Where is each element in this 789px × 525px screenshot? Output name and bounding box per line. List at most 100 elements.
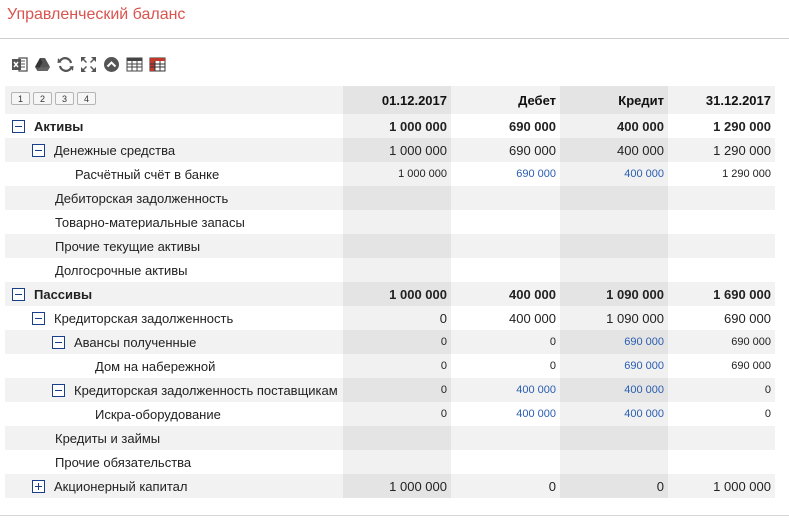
collapse-toggle-icon[interactable]	[52, 383, 65, 397]
cell-debit: 0	[549, 360, 556, 372]
table-row: Искра-оборудование 0 400 000 400 000 0	[5, 402, 775, 426]
cell-end	[668, 426, 775, 450]
cell-credit-link[interactable]: 400 000	[560, 378, 668, 402]
cell-credit-link[interactable]: 400 000	[560, 402, 668, 426]
cell-credit	[560, 234, 668, 258]
cell-debit: 400 000	[509, 286, 556, 302]
column-header-debit: Дебет	[518, 92, 556, 108]
level-2-button[interactable]: 2	[33, 92, 52, 105]
cell-start	[343, 450, 451, 474]
cell-credit	[560, 210, 668, 234]
cell-end	[668, 210, 775, 234]
table-row: Акционерный капитал 1 000 000 0 0 1 000 …	[5, 474, 775, 498]
cell-start: 0	[343, 354, 451, 378]
row-label-cell: Искра-оборудование	[5, 402, 343, 426]
cell-debit	[451, 450, 560, 474]
fullscreen-icon[interactable]	[79, 55, 98, 74]
collapse-toggle-icon[interactable]	[32, 311, 45, 325]
cell-end	[668, 258, 775, 282]
cell-debit-link[interactable]: 400 000	[516, 384, 556, 396]
level-1-button[interactable]: 1	[11, 92, 30, 105]
table-row: Денежные средства 1 000 000 690 000 400 …	[5, 138, 775, 162]
level-4-button[interactable]: 4	[77, 92, 96, 105]
table-icon[interactable]	[125, 55, 144, 74]
cell-end: 1 290 000	[713, 142, 771, 158]
row-label: Авансы полученные	[74, 334, 197, 350]
row-label: Активы	[34, 118, 84, 134]
cell-start	[343, 258, 451, 282]
table-row: Кредиты и займы	[5, 426, 775, 450]
table-header: 1 2 3 4 01.12.2017 Дебет Кредит 31.12.20…	[5, 86, 775, 114]
row-label-cell: Долгосрочные активы	[5, 258, 343, 282]
page-title: Управленческий баланс	[7, 6, 186, 23]
cell-start: 0	[343, 306, 451, 330]
table-row: Прочие обязательства	[5, 450, 775, 474]
row-label: Долгосрочные активы	[55, 262, 188, 278]
cell-credit-link[interactable]: 690 000	[560, 354, 668, 378]
excel-export-icon[interactable]	[10, 55, 29, 74]
colored-table-icon[interactable]	[148, 55, 167, 74]
cell-debit: 400 000	[509, 310, 556, 326]
cell-debit	[451, 210, 560, 234]
title-divider	[0, 38, 789, 39]
cell-debit: 690 000	[509, 118, 556, 134]
table-row: Расчётный счёт в банке 1 000 000 690 000…	[5, 162, 775, 186]
row-label: Товарно-материальные запасы	[55, 214, 245, 230]
row-label: Денежные средства	[54, 142, 176, 158]
cell-end	[668, 186, 775, 210]
collapse-toggle-icon[interactable]	[12, 287, 25, 301]
cell-credit	[560, 426, 668, 450]
cell-end: 0	[764, 408, 771, 420]
cell-start: 1 000 000	[343, 474, 451, 498]
table-row: Кредиторская задолженность 0 400 000 1 0…	[5, 306, 775, 330]
cell-start: 0	[343, 402, 451, 426]
cell-credit: 0	[560, 474, 668, 498]
collapse-toggle-icon[interactable]	[32, 143, 45, 157]
cell-end: 0	[764, 384, 771, 396]
collapse-up-icon[interactable]	[102, 55, 121, 74]
table-row: Кредиторская задолженность поставщикам 0…	[5, 378, 775, 402]
table-row: Пассивы 1 000 000 400 000 1 090 000 1 69…	[5, 282, 775, 306]
google-drive-icon[interactable]	[33, 55, 52, 74]
cell-debit: 0	[549, 336, 556, 348]
table-row: Дом на набережной 0 0 690 000 690 000	[5, 354, 775, 378]
row-label-cell: Денежные средства	[5, 138, 343, 162]
row-label: Кредиторская задолженность поставщикам	[74, 382, 338, 398]
cell-end: 1 290 000	[722, 168, 771, 180]
cell-credit: 1 090 000	[560, 282, 668, 306]
cell-end	[668, 450, 775, 474]
row-label: Искра-оборудование	[95, 406, 221, 422]
cell-start: 1 000 000	[343, 138, 451, 162]
cell-credit: 1 090 000	[560, 306, 668, 330]
row-label-cell: Авансы полученные	[5, 330, 343, 354]
row-label: Прочие обязательства	[55, 454, 192, 470]
cell-debit-link[interactable]: 690 000	[516, 168, 556, 180]
row-label-cell: Активы	[5, 114, 343, 138]
cell-credit-link[interactable]: 690 000	[560, 330, 668, 354]
row-label: Прочие текущие активы	[55, 238, 201, 254]
cell-end: 1 000 000	[713, 478, 771, 494]
cell-start	[343, 234, 451, 258]
row-label: Акционерный капитал	[54, 478, 188, 494]
row-label: Кредиты и займы	[55, 430, 161, 446]
collapse-toggle-icon[interactable]	[12, 119, 25, 133]
expand-toggle-icon[interactable]	[32, 479, 45, 493]
cell-credit-link[interactable]: 400 000	[560, 162, 668, 186]
cell-credit	[560, 450, 668, 474]
collapse-toggle-icon[interactable]	[52, 335, 65, 349]
table-row: Долгосрочные активы	[5, 258, 775, 282]
level-3-button[interactable]: 3	[55, 92, 74, 105]
cell-debit-link[interactable]: 400 000	[516, 408, 556, 420]
row-label: Кредиторская задолженность	[54, 310, 234, 326]
cell-credit: 400 000	[560, 114, 668, 138]
level-buttons: 1 2 3 4	[11, 92, 99, 105]
row-label-cell: Прочие обязательства	[5, 450, 343, 474]
cell-end: 690 000	[724, 310, 771, 326]
row-label-cell: Прочие текущие активы	[5, 234, 343, 258]
row-label: Дебиторская задолженность	[55, 190, 229, 206]
toolbar	[10, 55, 167, 75]
cell-end: 1 690 000	[713, 286, 771, 302]
refresh-icon[interactable]	[56, 55, 75, 74]
cell-end: 690 000	[731, 336, 771, 348]
row-label-cell: Товарно-материальные запасы	[5, 210, 343, 234]
